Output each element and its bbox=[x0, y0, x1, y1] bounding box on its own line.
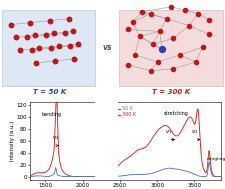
Point bbox=[187, 24, 191, 27]
Point bbox=[63, 32, 67, 35]
Point bbox=[149, 12, 153, 15]
Point bbox=[131, 20, 135, 23]
Point bbox=[68, 45, 72, 48]
Point bbox=[38, 47, 41, 50]
Point bbox=[48, 19, 51, 22]
Point bbox=[160, 48, 164, 51]
Point bbox=[126, 28, 130, 31]
Point bbox=[133, 53, 137, 57]
Point bbox=[44, 34, 48, 37]
Point bbox=[71, 30, 75, 33]
Point bbox=[178, 53, 182, 57]
Bar bbox=[97, 102, 116, 180]
Point bbox=[30, 49, 33, 52]
Point bbox=[57, 45, 60, 48]
FancyBboxPatch shape bbox=[119, 10, 223, 87]
Point bbox=[171, 37, 175, 40]
Point bbox=[29, 21, 32, 24]
FancyBboxPatch shape bbox=[2, 10, 94, 87]
Point bbox=[149, 69, 153, 72]
Point bbox=[33, 34, 37, 37]
Text: vs: vs bbox=[102, 43, 112, 52]
Point bbox=[52, 32, 56, 35]
Point bbox=[156, 60, 159, 64]
Point bbox=[9, 23, 13, 26]
Point bbox=[18, 49, 22, 52]
Point bbox=[14, 36, 18, 39]
Point bbox=[201, 46, 204, 49]
Point bbox=[76, 43, 79, 46]
Point bbox=[165, 17, 168, 20]
Y-axis label: Intensity (a.u.): Intensity (a.u.) bbox=[10, 121, 15, 161]
Point bbox=[171, 67, 175, 70]
Point bbox=[183, 8, 186, 11]
Legend: 50 K, 300 K: 50 K, 300 K bbox=[113, 105, 138, 119]
Point bbox=[207, 18, 211, 21]
Point bbox=[49, 47, 52, 50]
Point bbox=[53, 59, 57, 62]
Point bbox=[151, 43, 155, 46]
Point bbox=[138, 35, 141, 38]
Text: bending: bending bbox=[42, 112, 62, 117]
Text: $\nu_2$: $\nu_2$ bbox=[52, 134, 59, 142]
Point bbox=[194, 60, 198, 64]
Point bbox=[169, 5, 173, 8]
Point bbox=[72, 57, 76, 60]
Text: $\nu_1$: $\nu_1$ bbox=[164, 128, 172, 136]
Point bbox=[196, 12, 200, 15]
Point bbox=[158, 30, 162, 33]
Point bbox=[207, 33, 211, 36]
Point bbox=[126, 63, 130, 66]
Text: dangling: dangling bbox=[206, 157, 225, 161]
Text: stretching: stretching bbox=[164, 111, 189, 116]
Text: T = 50 K: T = 50 K bbox=[33, 89, 66, 95]
Point bbox=[25, 36, 29, 39]
Text: T = 300 K: T = 300 K bbox=[152, 89, 190, 95]
Point bbox=[34, 61, 38, 64]
Text: $\nu_3$: $\nu_3$ bbox=[191, 128, 199, 136]
Point bbox=[140, 10, 144, 13]
Point bbox=[67, 17, 70, 20]
